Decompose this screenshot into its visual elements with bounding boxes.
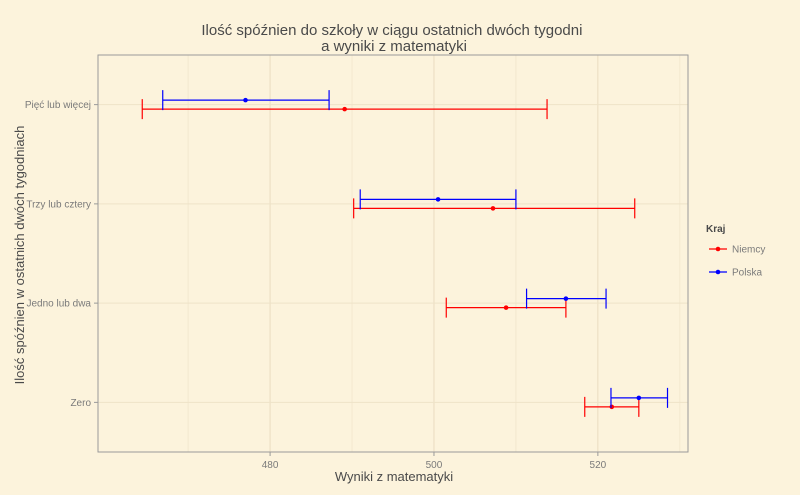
legend-key-point (715, 246, 721, 252)
legend-title: Kraj (706, 224, 726, 235)
mean-point (609, 404, 615, 410)
x-tick-label: 500 (426, 460, 443, 471)
series-polska (162, 90, 669, 408)
mean-point (435, 197, 441, 202)
mean-point (503, 305, 509, 310)
series-niemcy (141, 99, 640, 417)
legend-key-point (715, 269, 721, 275)
chart-title-line-1: Ilość spóźnien do szkoły w ciągu ostatni… (201, 22, 582, 39)
y-tick-label: Pięć lub więcej (25, 100, 91, 111)
chart-title: Ilość spóźnien do szkoły w ciągu ostatni… (201, 22, 586, 55)
mean-point (490, 206, 496, 211)
y-axis-title: Ilość spóźnien w ostatnich dwóch tygodni… (12, 126, 27, 385)
x-axis-title: Wyniki z matematyki (335, 469, 453, 484)
chart-title-line-2: a wyniki z matematyki (321, 38, 467, 55)
x-tick-label: 480 (262, 460, 279, 471)
mean-point (563, 296, 569, 301)
legend-item-polska: Polska (709, 268, 762, 279)
y-tick-label: Zero (70, 398, 91, 409)
legend: Kraj Niemcy Polska (706, 224, 765, 279)
y-tick-label: Trzy lub cztery (26, 199, 91, 210)
x-tick-label: 520 (590, 460, 607, 471)
plot-panel-border (97, 54, 689, 453)
y-tick-label: Jedno lub dwa (27, 299, 92, 310)
legend-item-niemcy: Niemcy (709, 245, 765, 256)
mean-point (636, 395, 642, 401)
legend-label: Polska (732, 268, 762, 279)
legend-label: Niemcy (732, 245, 765, 256)
plot-area: 480 500 520 Zero Jedno lub dwa Trzy lub czter… (25, 54, 689, 471)
mean-point (243, 97, 248, 103)
mean-point (342, 106, 347, 112)
